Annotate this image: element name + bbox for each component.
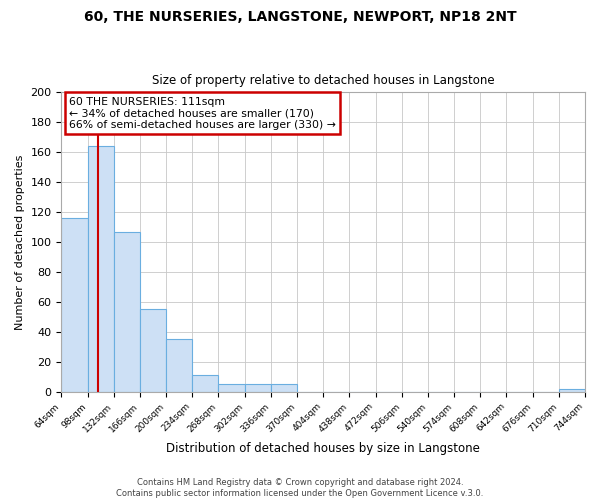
Bar <box>166 340 193 392</box>
Bar <box>114 232 140 392</box>
Text: Contains HM Land Registry data © Crown copyright and database right 2024.
Contai: Contains HM Land Registry data © Crown c… <box>116 478 484 498</box>
Text: 60 THE NURSERIES: 111sqm
← 34% of detached houses are smaller (170)
66% of semi-: 60 THE NURSERIES: 111sqm ← 34% of detach… <box>69 97 336 130</box>
Text: 60, THE NURSERIES, LANGSTONE, NEWPORT, NP18 2NT: 60, THE NURSERIES, LANGSTONE, NEWPORT, N… <box>83 10 517 24</box>
X-axis label: Distribution of detached houses by size in Langstone: Distribution of detached houses by size … <box>166 442 480 455</box>
Bar <box>88 146 114 392</box>
Bar <box>218 384 245 392</box>
Title: Size of property relative to detached houses in Langstone: Size of property relative to detached ho… <box>152 74 494 87</box>
Bar <box>140 310 166 392</box>
Bar <box>245 384 271 392</box>
Bar <box>61 218 88 392</box>
Bar <box>271 384 297 392</box>
Y-axis label: Number of detached properties: Number of detached properties <box>15 154 25 330</box>
Bar <box>559 389 585 392</box>
Bar <box>193 376 218 392</box>
